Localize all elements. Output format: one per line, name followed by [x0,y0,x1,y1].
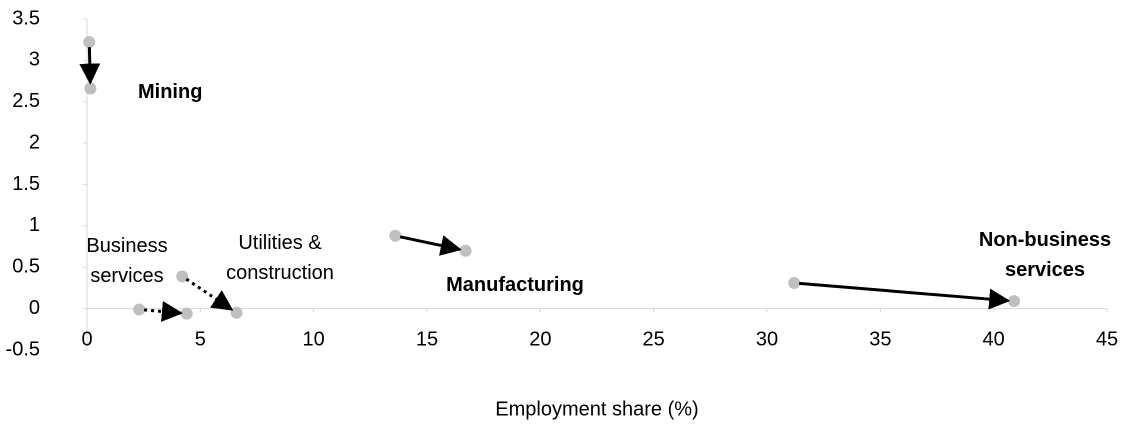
series-label: Non-business services [978,229,1112,281]
x-tick-label: 35 [869,328,891,350]
point [176,270,189,283]
x-tick-label: 0 [81,328,92,350]
point [84,82,97,95]
y-tick-label: 0.5 [12,256,40,278]
y-tick-label: 1 [29,214,40,236]
arrow [143,300,183,322]
y-tick-label: 0 [29,297,40,319]
y-tick-label: -0.5 [6,338,40,360]
series-label: Business services [86,235,168,287]
x-tick-label: 20 [529,328,551,350]
y-tick-label: 3.5 [12,7,40,29]
point [1008,295,1021,308]
y-tick-label: 3 [29,49,40,71]
point [133,303,146,316]
x-axis-label: Employment share (%) [495,398,698,420]
series-label: Mining [138,81,203,103]
x-tick-label: 30 [756,328,778,350]
series-label: Manufacturing [446,274,584,296]
point [459,244,472,257]
point [180,307,193,320]
x-tick-label: 10 [303,328,325,350]
x-tick-label: 45 [1096,328,1118,350]
arrow [799,281,1011,310]
y-tick-label: 1.5 [12,173,40,195]
arrow [399,235,462,256]
point [389,229,402,242]
y-tick-label: 2.5 [12,90,40,112]
point [230,306,243,319]
x-tick-label: 5 [195,328,206,350]
arrow [185,277,234,311]
point [83,36,96,49]
arrow [79,47,101,85]
y-tick-label: 2 [29,131,40,153]
series-label: Utilities & construction [226,232,334,284]
x-tick-label: 25 [643,328,665,350]
x-tick-label: 40 [983,328,1005,350]
point [788,276,801,289]
x-tick-label: 15 [416,328,438,350]
